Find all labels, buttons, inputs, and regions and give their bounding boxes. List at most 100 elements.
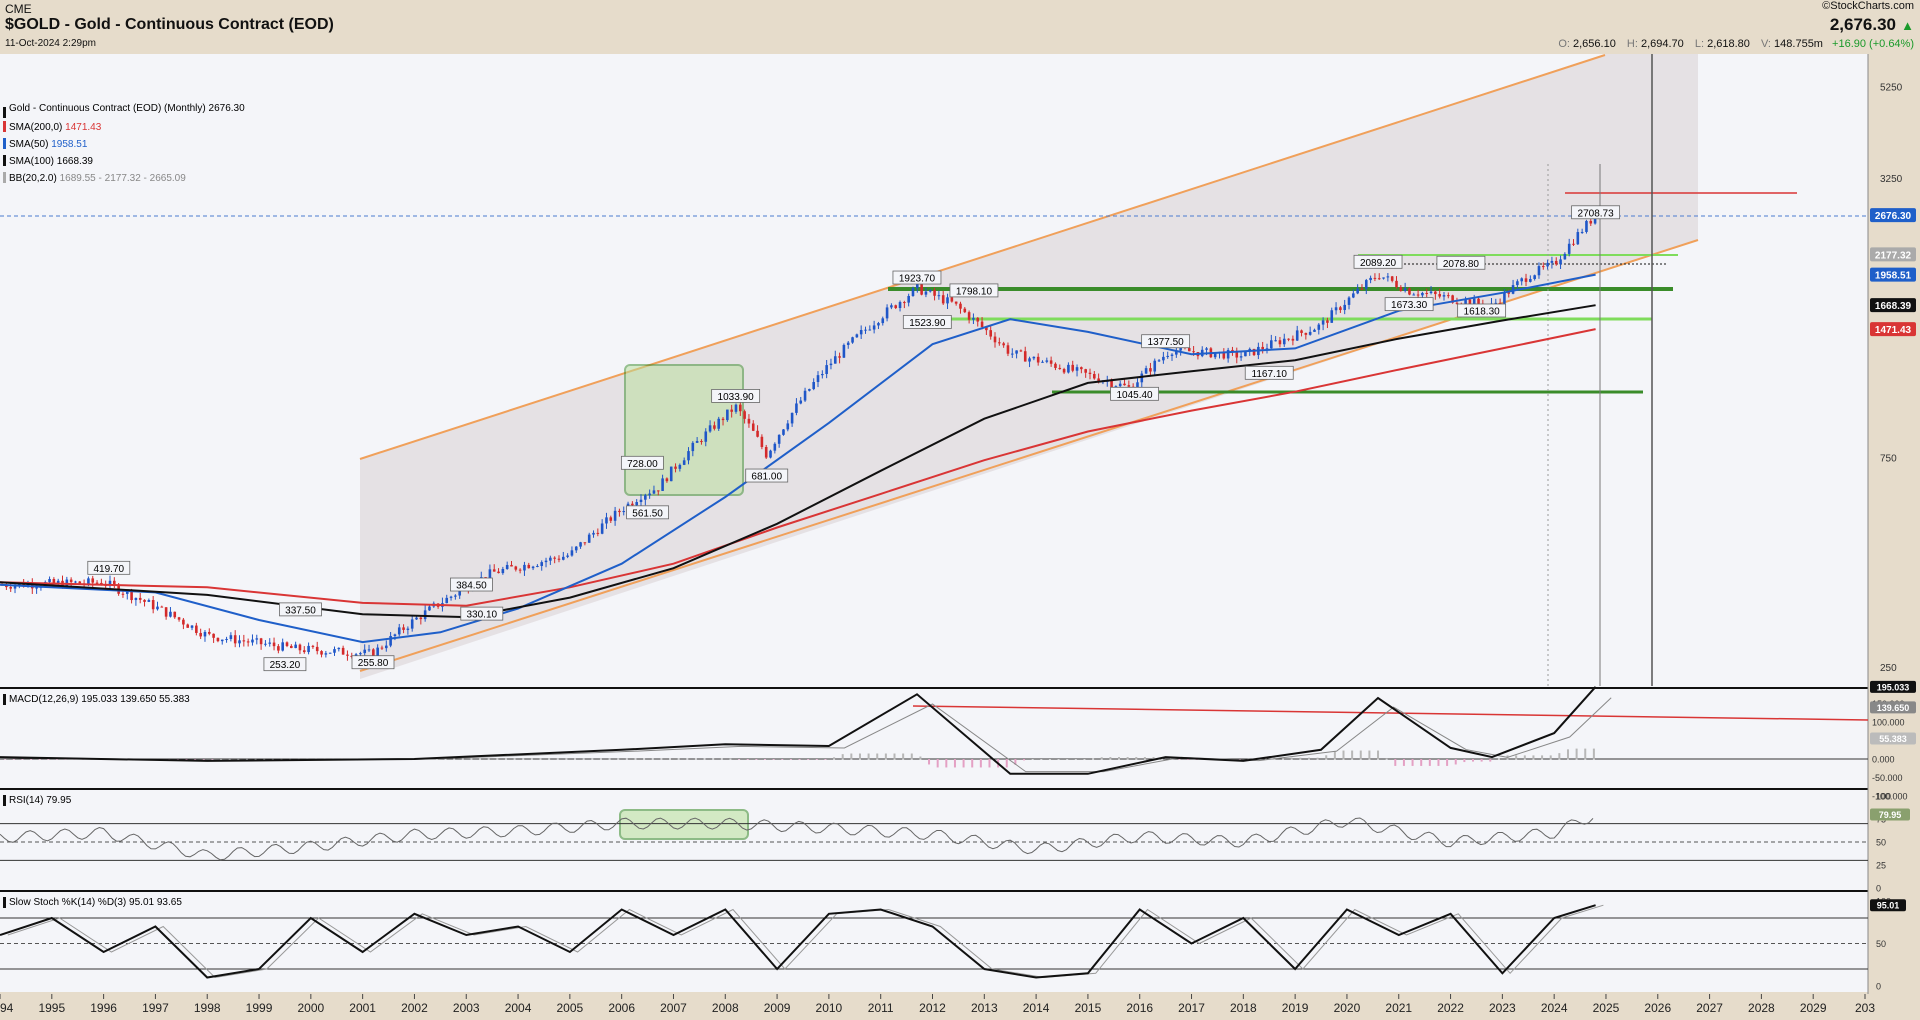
candle-body	[1386, 276, 1390, 278]
macd-histogram-bar	[444, 758, 447, 760]
stoch-panel[interactable]	[0, 892, 1868, 992]
annotation-label: 1673.30	[1391, 300, 1428, 311]
x-axis-tick-label: 2016	[1126, 1001, 1153, 1015]
price-axis-tag: 2676.30	[1870, 208, 1916, 223]
macd-histogram-bar	[1299, 757, 1302, 760]
macd-histogram-bar	[1325, 755, 1328, 760]
candle-body	[894, 305, 898, 309]
axis-tag-label: 1958.51	[1875, 271, 1912, 282]
candle-body	[1136, 382, 1139, 389]
x-axis-tick-label: 2011	[868, 1001, 894, 1015]
macd-histogram-bar	[936, 759, 939, 768]
candle-body	[108, 580, 112, 586]
candle-body	[1533, 275, 1536, 279]
candle-body	[1511, 285, 1515, 294]
candle-body	[972, 317, 975, 320]
candle-body	[1300, 330, 1303, 333]
annotation-label: 681.00	[751, 472, 782, 483]
candle-body	[989, 330, 992, 337]
macd-histogram-bar	[928, 759, 931, 765]
candle-body	[134, 597, 138, 601]
candle-body	[389, 635, 392, 646]
macd-histogram-bar	[1040, 759, 1043, 760]
candle-body	[259, 638, 263, 645]
candle-body	[1494, 302, 1498, 304]
macd-histogram-bar	[772, 759, 775, 760]
candle-body	[268, 642, 272, 644]
price-axis-tag: 1668.39	[1870, 298, 1916, 313]
candle-body	[1321, 320, 1325, 325]
candle-body	[1179, 346, 1182, 351]
annotation-box	[263, 657, 307, 672]
candle-body	[229, 635, 233, 639]
candle-body	[1088, 372, 1092, 374]
macd-histogram-bar	[971, 759, 974, 768]
candle-body	[613, 510, 617, 521]
x-axis-tick-label: 2026	[1644, 1001, 1671, 1015]
candle-body	[246, 641, 250, 643]
candle-body	[1261, 346, 1264, 350]
legend-bb: BB(20,2.0) 1689.55 - 2177.32 - 2665.09	[9, 173, 186, 184]
candle-body	[48, 579, 51, 583]
candle-body	[1524, 278, 1528, 282]
macd-histogram-bar	[1428, 759, 1431, 766]
macd-histogram-bar	[194, 759, 197, 760]
candle-body	[751, 423, 755, 431]
price-axis-tick: 250	[1880, 663, 1897, 674]
candle-body	[1304, 332, 1308, 335]
candle-body	[121, 593, 125, 595]
annotation-box	[902, 315, 952, 329]
annotation-label: 1618.30	[1464, 306, 1501, 317]
candle-body	[1114, 386, 1118, 388]
macd-histogram-bar	[479, 758, 482, 760]
candle-body	[1425, 292, 1429, 294]
candle-body	[56, 580, 60, 584]
macd-axis-tick: 100.000	[1872, 718, 1905, 728]
x-axis-tick-label: 2013	[971, 1001, 998, 1015]
x-axis-tick-label: 2017	[1178, 1001, 1205, 1015]
candle-body	[1019, 350, 1023, 352]
candle-body	[384, 645, 388, 649]
candle-body	[402, 627, 405, 630]
candle-body	[233, 635, 237, 644]
price-annotation: 1673.30	[1384, 297, 1434, 311]
candle-body	[1554, 260, 1558, 265]
axis-tag-label: 95.01	[1877, 901, 1900, 911]
candle-body	[419, 617, 423, 620]
macd-histogram-bar	[677, 758, 680, 760]
candle-body	[1097, 378, 1100, 383]
candle-body	[454, 595, 457, 597]
candle-body	[203, 631, 207, 637]
chart-canvas[interactable]: 419.70 337.50 253.20 255.80 384.50 330.10 728.…	[0, 54, 1920, 1020]
x-axis-tick-label: 2020	[1334, 1001, 1361, 1015]
candle-body	[561, 556, 565, 560]
price-axis-tick: 5250	[1880, 83, 1903, 94]
candle-body	[1002, 343, 1005, 346]
candle-body	[393, 634, 397, 636]
candle-body	[514, 566, 518, 570]
macd-panel[interactable]	[0, 689, 1868, 788]
candle-body	[1516, 281, 1519, 286]
candle-body	[1187, 348, 1191, 352]
candle-body	[74, 581, 77, 583]
legend-swatch	[3, 694, 6, 705]
candle-body	[1520, 278, 1524, 282]
chart-date: 11-Oct-2024 2:29pm	[5, 38, 96, 49]
candle-body	[363, 649, 367, 654]
macd-histogram-bar	[625, 758, 628, 760]
candle-body	[1541, 266, 1545, 268]
rsi-axis-tick: 0	[1876, 884, 1881, 894]
candle-body	[285, 642, 289, 646]
x-axis-tick-label: 2007	[660, 1001, 687, 1015]
brand-logo[interactable]: ©StockCharts.com	[1822, 0, 1914, 12]
macd-histogram-bar	[1368, 750, 1371, 760]
annotation-box	[949, 283, 999, 298]
rsi-panel[interactable]	[0, 790, 1868, 890]
annotation-label: 419.70	[93, 564, 124, 575]
axis-tag-label: 2177.32	[1875, 250, 1912, 261]
macd-histogram-bar	[902, 753, 905, 760]
price-axis-tag: 2177.32	[1870, 247, 1916, 262]
candle-body	[963, 308, 967, 313]
candle-body	[69, 579, 73, 583]
price-annotation: 1923.70	[892, 270, 942, 285]
